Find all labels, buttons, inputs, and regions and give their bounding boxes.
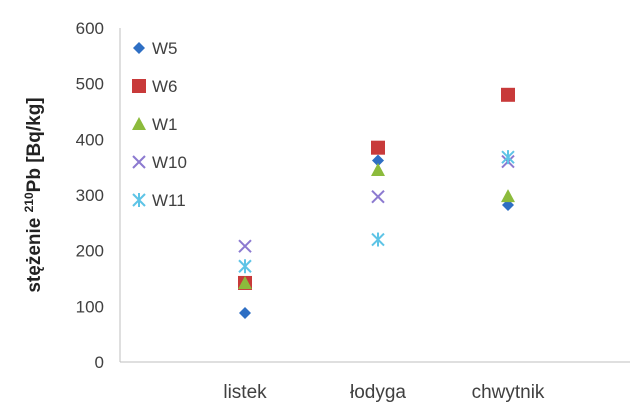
data-points	[238, 87, 515, 320]
y-tick-label: 500	[76, 75, 104, 94]
point-w11-chwytnik	[501, 150, 515, 165]
legend-marker-w11	[132, 193, 146, 207]
legend-marker-w6	[132, 79, 146, 93]
y-tick-label: 600	[76, 19, 104, 38]
point-w1-chwytnik	[501, 189, 515, 203]
x-tick-label: łodyga	[350, 382, 406, 403]
legend-marker-w5	[133, 42, 145, 54]
y-tick-label: 300	[76, 186, 104, 205]
point-w6-chwytnik	[501, 87, 515, 102]
legend: W5 W6 W1 W10 W11	[132, 39, 187, 210]
y-tick-label: 400	[76, 130, 104, 149]
legend-label: W5	[152, 39, 178, 58]
y-tick-label: 100	[76, 297, 104, 316]
x-tick-label: chwytnik	[472, 382, 545, 403]
point-w10-łodyga	[371, 189, 385, 204]
point-w11-łodyga	[371, 232, 385, 247]
legend-item-w6: W6	[132, 77, 178, 96]
x-tick-label: listek	[223, 382, 267, 403]
point-w10-listek	[238, 239, 252, 253]
point-w6-łodyga	[371, 140, 385, 155]
legend-label: W11	[152, 191, 186, 210]
point-w5-listek	[239, 307, 251, 320]
legend-label: W6	[152, 77, 178, 96]
point-w1-łodyga	[371, 162, 385, 176]
axes	[119, 28, 630, 363]
legend-marker-w1	[132, 117, 146, 130]
legend-label: W1	[152, 115, 178, 134]
legend-marker-w10	[132, 155, 146, 169]
point-w5-łodyga	[372, 154, 384, 167]
y-tick-labels: 0 100 200 300 400 500 600	[76, 19, 104, 372]
y-axis-label: stężenie 210Pb [Bq/kg]	[22, 97, 45, 292]
legend-item-w10: W10	[132, 153, 187, 172]
x-tick-labels: listek łodyga chwytnik	[223, 382, 545, 403]
y-tick-label: 200	[76, 242, 104, 261]
y-tick-label: 0	[95, 353, 104, 372]
legend-item-w1: W1	[132, 115, 178, 134]
legend-item-w5: W5	[133, 39, 178, 58]
legend-item-w11: W11	[132, 191, 186, 210]
legend-label: W10	[152, 153, 187, 172]
point-w11-listek	[238, 259, 252, 274]
point-w1-listek	[238, 275, 252, 289]
